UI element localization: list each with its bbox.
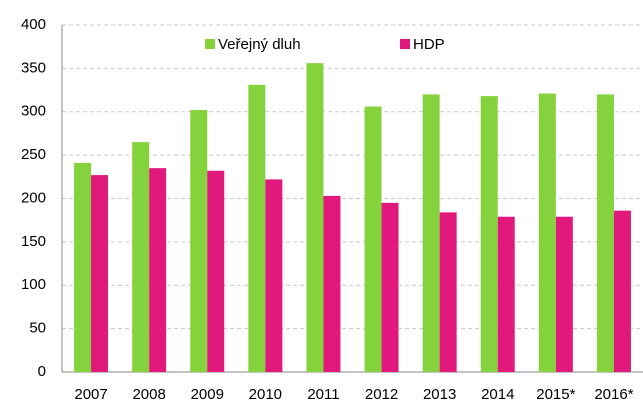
legend-label: HDP <box>413 36 445 53</box>
bar <box>555 216 573 372</box>
y-tick-label: 150 <box>21 233 46 250</box>
bar <box>381 202 399 372</box>
bar <box>422 94 440 373</box>
bar <box>323 195 341 372</box>
x-tick-label: 2012 <box>365 386 398 403</box>
y-tick-label: 350 <box>21 59 46 76</box>
bar <box>149 168 167 372</box>
y-tick-label: 0 <box>38 363 46 380</box>
bar <box>596 94 614 373</box>
legend-label: Veřejný dluh <box>218 36 301 53</box>
bar <box>613 210 631 372</box>
bar <box>248 84 266 373</box>
bar <box>132 142 150 372</box>
y-tick-label: 300 <box>21 103 46 120</box>
y-tick-label: 100 <box>21 276 46 293</box>
x-tick-label: 2007 <box>74 386 107 403</box>
bar <box>538 93 556 372</box>
bar <box>207 170 225 372</box>
x-tick-label: 2010 <box>249 386 282 403</box>
bar <box>190 110 208 372</box>
y-tick-label: 200 <box>21 189 46 206</box>
bar <box>439 212 457 372</box>
y-tick-label: 250 <box>21 146 46 163</box>
bar <box>265 179 283 372</box>
x-tick-label: 2008 <box>132 386 165 403</box>
x-tick-label: 2013 <box>423 386 456 403</box>
bar <box>306 63 324 373</box>
y-tick-label: 50 <box>29 320 46 337</box>
legend-swatch <box>205 39 215 49</box>
x-tick-label: 2011 <box>307 386 339 403</box>
bar <box>497 216 515 372</box>
x-tick-label: 2009 <box>191 386 224 403</box>
legend-swatch <box>400 39 410 49</box>
bar <box>480 96 498 372</box>
bar <box>91 175 109 372</box>
x-tick-label: 2014 <box>481 386 514 403</box>
bar <box>364 106 382 373</box>
y-tick-label: 400 <box>21 16 46 33</box>
x-tick-label: 2015* <box>536 386 575 403</box>
x-tick-label: 2016* <box>594 386 633 403</box>
bar <box>74 162 92 372</box>
